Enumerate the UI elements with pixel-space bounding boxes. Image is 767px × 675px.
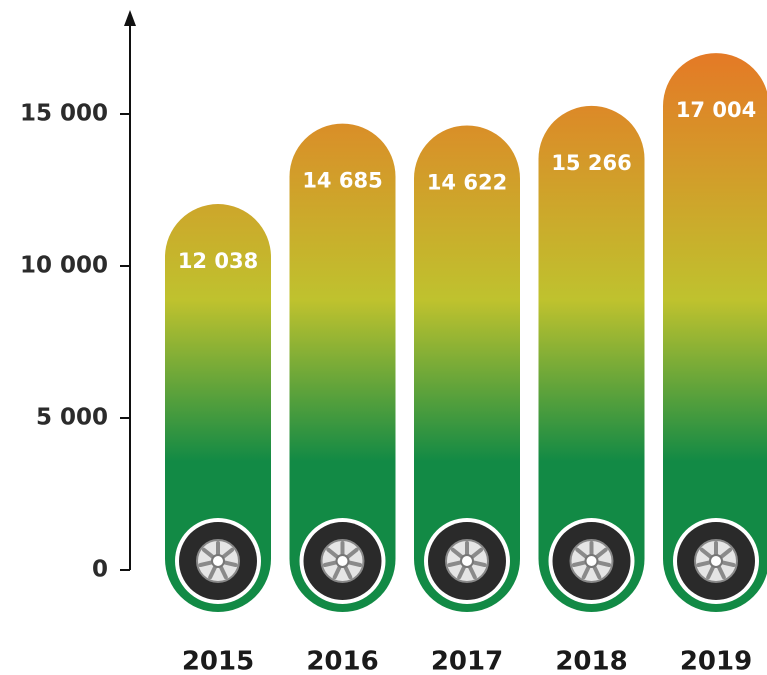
tire-spoke bbox=[593, 547, 608, 560]
axis-arrow bbox=[124, 10, 136, 26]
bar bbox=[165, 204, 271, 613]
tire-spoke bbox=[468, 547, 484, 560]
tire-spoke bbox=[467, 563, 477, 580]
bar bbox=[289, 123, 396, 612]
tire bbox=[673, 518, 759, 604]
tire-spoke bbox=[591, 563, 602, 580]
tire-hub bbox=[335, 554, 350, 568]
x-tick-label: 2015 bbox=[182, 647, 254, 675]
tire-spoke bbox=[201, 547, 217, 560]
tire-spoke bbox=[332, 563, 343, 580]
value-label: 12 038 bbox=[178, 249, 258, 273]
tire-spoke bbox=[469, 560, 487, 568]
tire-spoke bbox=[208, 563, 218, 580]
tire-hub bbox=[460, 554, 474, 568]
tire bbox=[424, 518, 510, 604]
tire-spoke bbox=[218, 563, 228, 580]
x-tick-label: 2018 bbox=[555, 647, 627, 675]
x-tick-label: 2016 bbox=[306, 647, 378, 675]
y-tick-label: 5 000 bbox=[36, 405, 108, 431]
value-label: 17 004 bbox=[676, 98, 756, 122]
tire-spoke bbox=[219, 547, 235, 560]
bar bbox=[663, 53, 767, 612]
tire-spoke bbox=[344, 547, 359, 560]
tire-spoke bbox=[571, 560, 589, 568]
tire-spoke bbox=[699, 547, 715, 560]
tire bbox=[175, 518, 261, 604]
tire-spoke bbox=[322, 560, 340, 568]
x-tick-label: 2019 bbox=[680, 647, 752, 675]
value-label: 14 685 bbox=[302, 169, 382, 193]
tire-spoke bbox=[717, 547, 733, 560]
tire bbox=[299, 518, 386, 604]
y-tick-label: 0 bbox=[92, 557, 108, 583]
tire-spoke bbox=[581, 563, 592, 580]
tire-hub bbox=[211, 554, 225, 568]
value-label: 14 622 bbox=[427, 170, 507, 194]
value-label: 15 266 bbox=[551, 151, 631, 175]
tire-spoke bbox=[220, 560, 238, 568]
tire-spoke bbox=[342, 563, 353, 580]
tire-spoke bbox=[450, 547, 466, 560]
tire-spoke bbox=[716, 563, 726, 580]
tire-spoke bbox=[447, 560, 465, 568]
bar bbox=[538, 105, 645, 612]
tire-spoke bbox=[457, 563, 467, 580]
tire-spoke bbox=[594, 560, 612, 568]
tire-spoke bbox=[198, 560, 216, 568]
tire-spoke bbox=[696, 560, 714, 568]
tire-spoke bbox=[718, 560, 736, 568]
y-tick-label: 15 000 bbox=[20, 101, 108, 127]
tire-spoke bbox=[326, 547, 341, 560]
tire-spoke bbox=[706, 563, 716, 580]
y-tick-label: 10 000 bbox=[20, 253, 108, 279]
bar bbox=[414, 125, 520, 612]
tire-hub bbox=[584, 554, 599, 568]
tire bbox=[548, 518, 635, 604]
tire-spoke bbox=[575, 547, 590, 560]
x-tick-label: 2017 bbox=[431, 647, 503, 675]
tire-spoke bbox=[345, 560, 363, 568]
tire-hub bbox=[709, 554, 723, 568]
